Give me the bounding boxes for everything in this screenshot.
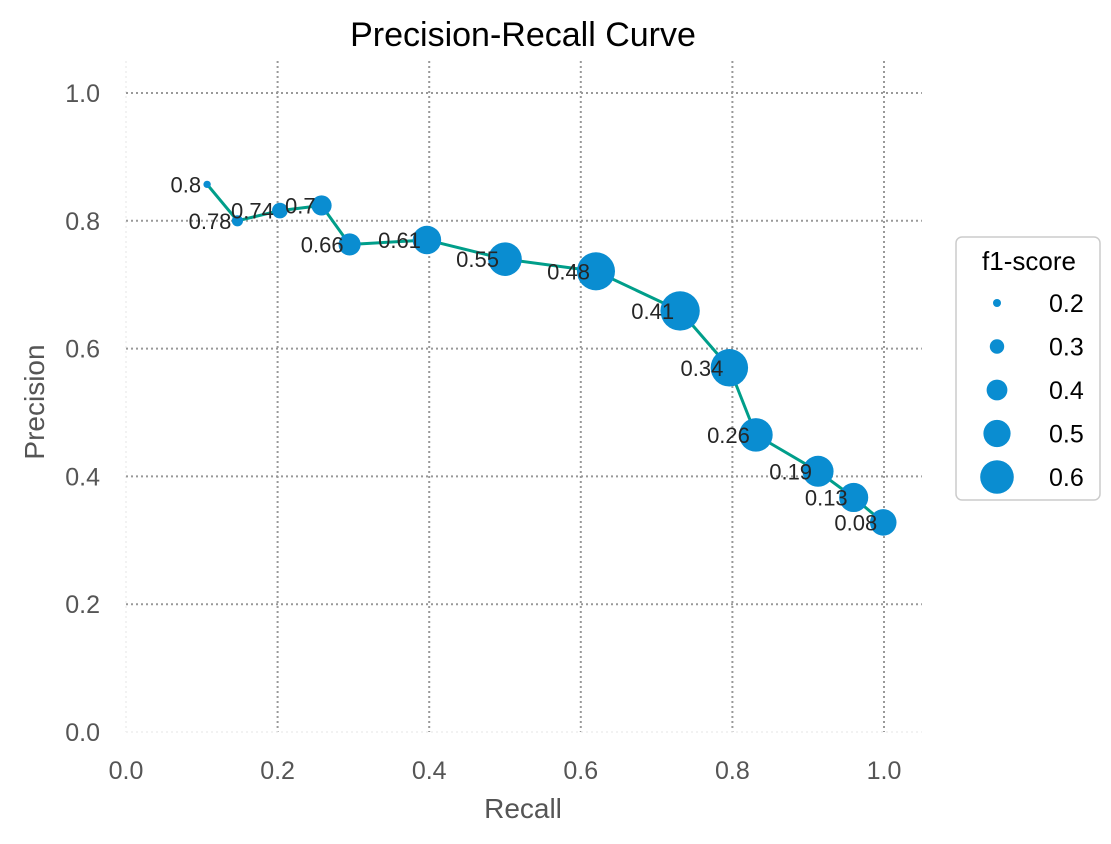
legend-marker [993, 299, 1001, 307]
legend: f1-score 0.2 0.3 0.4 0.5 0.6 [955, 236, 1101, 501]
legend-box [955, 236, 1101, 501]
legend-marker [986, 379, 1008, 401]
x-tick-label: 0.6 [563, 757, 598, 785]
threshold-label: 0.55 [456, 247, 499, 272]
threshold-label: 0.48 [547, 259, 590, 284]
threshold-label: 0.13 [805, 485, 848, 510]
x-axis-label: Recall [484, 793, 562, 824]
x-tick-label: 0.8 [715, 757, 750, 785]
y-tick-label: 0.0 [65, 719, 100, 747]
y-tick-label: 1.0 [65, 80, 100, 108]
legend-label: 0.2 [1049, 290, 1084, 318]
y-tick-label: 0.4 [65, 463, 100, 491]
x-tick-label: 1.0 [867, 757, 902, 785]
legend-label: 0.5 [1049, 421, 1084, 449]
data-point [412, 225, 442, 255]
legend-marker [980, 460, 1014, 494]
threshold-label: 0.66 [301, 232, 344, 257]
data-point [839, 482, 869, 513]
data-point [869, 509, 897, 536]
threshold-label: 0.74 [231, 199, 274, 224]
legend-title: f1-score [982, 246, 1076, 276]
y-tick-label: 0.8 [65, 208, 100, 236]
y-axis-label: Precision [19, 344, 50, 459]
data-point [739, 418, 773, 452]
y-axis-ticks: 0.0 0.2 0.4 0.6 0.8 1.0 [65, 80, 100, 747]
data-point [311, 195, 332, 216]
x-tick-label: 0.0 [109, 757, 144, 785]
legend-label: 0.3 [1049, 334, 1084, 362]
legend-label: 0.6 [1049, 464, 1084, 492]
threshold-label: 0.7 [285, 193, 316, 218]
legend-marker [983, 419, 1011, 448]
threshold-label: 0.34 [681, 356, 724, 381]
threshold-label: 0.41 [631, 299, 674, 324]
data-point [231, 215, 244, 227]
threshold-label: 0.19 [769, 459, 812, 484]
y-tick-label: 0.2 [65, 591, 100, 619]
y-tick-label: 0.6 [65, 336, 100, 364]
threshold-label: 0.08 [834, 510, 877, 535]
threshold-label: 0.26 [707, 423, 750, 448]
legend-label: 0.4 [1049, 377, 1084, 405]
threshold-label: 0.61 [378, 228, 421, 253]
data-point [710, 349, 749, 387]
threshold-label: 0.78 [189, 209, 232, 234]
data-point [203, 180, 211, 189]
data-point [660, 291, 700, 331]
x-tick-label: 0.2 [260, 757, 295, 785]
chart-title: Precision-Recall Curve [350, 16, 696, 54]
grid-lines [125, 61, 922, 733]
x-axis-ticks: 0.0 0.2 0.4 0.6 0.8 1.0 [109, 757, 902, 785]
x-tick-label: 0.4 [412, 757, 447, 785]
threshold-label: 0.8 [171, 172, 202, 197]
threshold-labels: 0.8 0.78 0.74 0.7 0.66 0.61 0.55 0.48 0.41 0.34 0.… [171, 172, 878, 535]
data-point [488, 242, 522, 276]
data-point [272, 202, 288, 219]
legend-items: 0.2 0.3 0.4 0.5 0.6 [980, 290, 1084, 494]
data-point [802, 455, 834, 487]
data-point [576, 252, 616, 291]
data-points [203, 180, 897, 536]
legend-marker [989, 339, 1005, 354]
data-point [338, 233, 361, 256]
